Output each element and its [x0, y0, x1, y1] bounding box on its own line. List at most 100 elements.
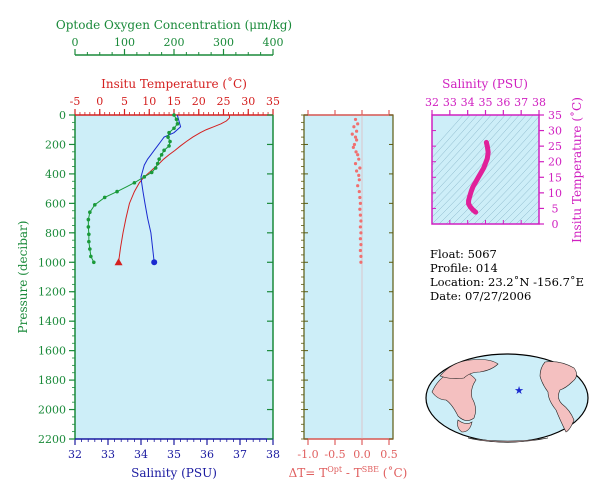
- map-land-antarctica: [467, 437, 549, 443]
- dt-point: [356, 184, 360, 188]
- dt-point: [359, 243, 363, 247]
- salinity-tick-label: 38: [266, 448, 280, 461]
- ts-contour-line: [452, 131, 539, 224]
- oxygen-point: [159, 152, 164, 157]
- dt-point: [355, 169, 359, 173]
- oxygen-point: [172, 113, 176, 117]
- ts-y-tick-label: 30: [548, 125, 562, 138]
- dt-point: [356, 153, 360, 157]
- dt-point: [357, 173, 361, 177]
- dt-point: [355, 138, 359, 142]
- pressure-tick-label: 600: [45, 197, 66, 210]
- dt-axis-title: ΔT= TOpt - TSBE (˚C): [289, 465, 408, 480]
- dt-point: [358, 195, 362, 200]
- oxygen-point: [153, 166, 158, 170]
- dt-point: [355, 129, 359, 133]
- ts-contour-line: [432, 115, 464, 151]
- salinity-axis-title: Salinity (PSU): [131, 466, 217, 480]
- ts-contour-line: [501, 185, 539, 224]
- dt-point: [357, 189, 361, 194]
- ts-contour-line: [438, 116, 539, 224]
- salinity-tick-label: 32: [68, 448, 82, 461]
- ts-contour-line: [529, 214, 539, 224]
- ts-contour-line: [432, 115, 478, 166]
- dt-point: [359, 231, 363, 235]
- temperature-tick-label: 25: [217, 95, 231, 108]
- oxygen-point: [162, 148, 166, 153]
- oxygen-point: [86, 225, 91, 229]
- temperature-tick-label: 15: [167, 95, 181, 108]
- ts-x-tick-label: 37: [514, 96, 528, 109]
- oxygen-point: [157, 157, 161, 161]
- oxygen-point: [155, 161, 160, 166]
- map-land-australia: [457, 419, 473, 433]
- info-location: Location: 23.2˚N -156.7˚E: [430, 275, 585, 289]
- dt-point: [353, 135, 358, 139]
- oxygen-tick-label: 400: [263, 36, 284, 49]
- oxygen-point: [174, 117, 179, 122]
- temperature-tick-label: 20: [192, 95, 206, 108]
- oxygen-axis-title: Optode Oxygen Concentration (μm/kg): [56, 18, 292, 32]
- dt-point: [351, 145, 355, 149]
- ts-x-tick-label: 35: [479, 96, 493, 109]
- ts-y-tick-label: 10: [548, 187, 562, 200]
- oxygen-point: [89, 254, 93, 259]
- temperature-axis-title: Insitu Temperature (˚C): [101, 76, 247, 91]
- oxygen-tick-label: 100: [114, 36, 135, 49]
- oxygen-axis-ticks: 0 100 200 300 400: [72, 36, 284, 55]
- pressure-tick-label: 0: [59, 109, 66, 122]
- ts-y-tick-label: 35: [548, 109, 562, 122]
- salinity-tick-label: 36: [200, 448, 214, 461]
- map-land-americas: [539, 361, 577, 433]
- temperature-tick-label: 35: [266, 95, 280, 108]
- oxygen-point: [175, 122, 180, 126]
- oxygen-point: [168, 139, 172, 144]
- pressure-tick-label: 1200: [38, 286, 66, 299]
- ts-y-tick-label: 20: [548, 156, 562, 169]
- pressure-tick-label: 1000: [38, 256, 66, 269]
- temperature-tick-label: -5: [70, 95, 81, 108]
- dt-point: [352, 125, 356, 129]
- profile-series: [86, 113, 230, 266]
- ts-x-axis-title: Salinity (PSU): [442, 77, 528, 91]
- oxygen-point: [92, 260, 96, 265]
- info-profile: Profile: 014: [430, 261, 498, 275]
- ts-y-tick-label: 15: [548, 171, 562, 184]
- salinity-tick-label: 33: [101, 448, 115, 461]
- salinity-profile-line: [140, 114, 182, 263]
- salinity-tick-label: 34: [134, 448, 148, 461]
- dt-point: [359, 260, 363, 264]
- pressure-tick-label: 1400: [38, 315, 66, 328]
- ts-contour-line: [445, 123, 539, 224]
- dt-point: [359, 219, 363, 223]
- temperature-tick-label: 0: [96, 95, 103, 108]
- temperature-axis-ticks: -5 0 5 10 15 20 25 30 35: [70, 95, 280, 115]
- ts-contour-line: [508, 193, 539, 224]
- ts-y-tick-label: 0: [552, 218, 559, 231]
- ts-y-tick-label: 5: [552, 202, 559, 215]
- dt-point: [358, 248, 362, 253]
- ts-contour-line: [522, 207, 539, 224]
- ts-series: [466, 139, 491, 215]
- dt-point: [352, 142, 357, 147]
- dt-point: [358, 237, 362, 241]
- info-float: Float: 5067: [430, 247, 497, 261]
- ts-contour-line: [432, 115, 513, 204]
- dt-panel-background: [304, 115, 393, 439]
- oxygen-point: [115, 189, 119, 194]
- oxygen-point: [102, 195, 107, 200]
- dt-point: [350, 132, 354, 136]
- pressure-tick-label: 400: [45, 168, 66, 181]
- profile-panel-background: [75, 115, 273, 439]
- pressure-tick-label: 200: [45, 138, 66, 151]
- temperature-profile-line: [118, 115, 230, 263]
- ts-contour-line: [432, 115, 520, 211]
- dt-point: [358, 213, 362, 217]
- pressure-axis-title: Pressure (decibar): [16, 221, 30, 334]
- oxygen-tick-label: 0: [72, 36, 79, 49]
- ts-x-tick-label: 33: [443, 96, 457, 109]
- dt-point: [357, 157, 361, 161]
- salinity-tick-label: 35: [167, 448, 181, 461]
- oxygen-point: [86, 217, 91, 222]
- oxygen-point: [166, 135, 170, 139]
